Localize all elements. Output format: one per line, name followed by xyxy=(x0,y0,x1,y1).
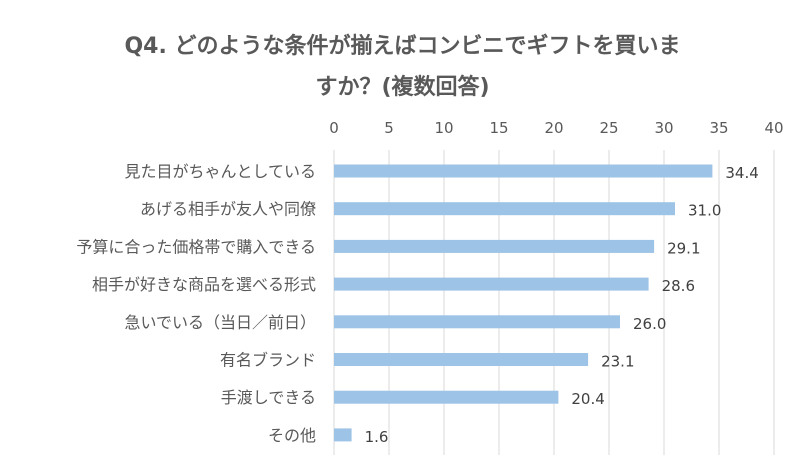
x-tick-label: 20 xyxy=(544,119,563,137)
data-label: 23.1 xyxy=(601,353,634,371)
x-tick-label: 10 xyxy=(434,119,453,137)
x-tick-label: 25 xyxy=(599,119,618,137)
x-tick-label: 15 xyxy=(489,119,508,137)
category-label: 急いでいる（当日／前日） xyxy=(124,313,316,332)
data-label: 29.1 xyxy=(667,239,700,257)
data-label: 31.0 xyxy=(688,202,721,220)
bar xyxy=(334,390,559,404)
data-label: 34.4 xyxy=(725,164,758,182)
x-tick-label: 40 xyxy=(764,119,783,137)
bar xyxy=(334,239,655,253)
bar xyxy=(334,277,649,291)
category-label: 見た目がちゃんとしている xyxy=(124,162,316,181)
x-tick-label: 30 xyxy=(654,119,673,137)
category-label: 予算に合った価格帯で購入できる xyxy=(76,237,316,256)
bar xyxy=(334,315,620,329)
bar xyxy=(334,428,352,442)
x-tick-label: 5 xyxy=(384,119,394,137)
x-tick-label: 35 xyxy=(709,119,728,137)
data-label: 26.0 xyxy=(633,315,666,333)
category-label: その他 xyxy=(268,426,316,445)
category-label: あげる相手が友人や同僚 xyxy=(140,200,316,219)
x-tick-label: 0 xyxy=(329,119,339,137)
category-label: 手渡しできる xyxy=(221,388,316,407)
data-label: 28.6 xyxy=(662,277,695,295)
bar xyxy=(334,202,675,216)
data-label: 1.6 xyxy=(365,428,389,446)
data-label: 20.4 xyxy=(571,390,604,408)
bar xyxy=(334,353,589,366)
category-label: 相手が好きな商品を選べる形式 xyxy=(92,275,316,294)
category-label: 有名ブランド xyxy=(220,351,316,370)
bar xyxy=(334,164,713,178)
chart-title-line-1: Q4. どのような条件が揃えばコンビニでギフトを買いま xyxy=(124,34,681,59)
chart-title-line-2: すか？(複数回答) xyxy=(315,75,490,100)
